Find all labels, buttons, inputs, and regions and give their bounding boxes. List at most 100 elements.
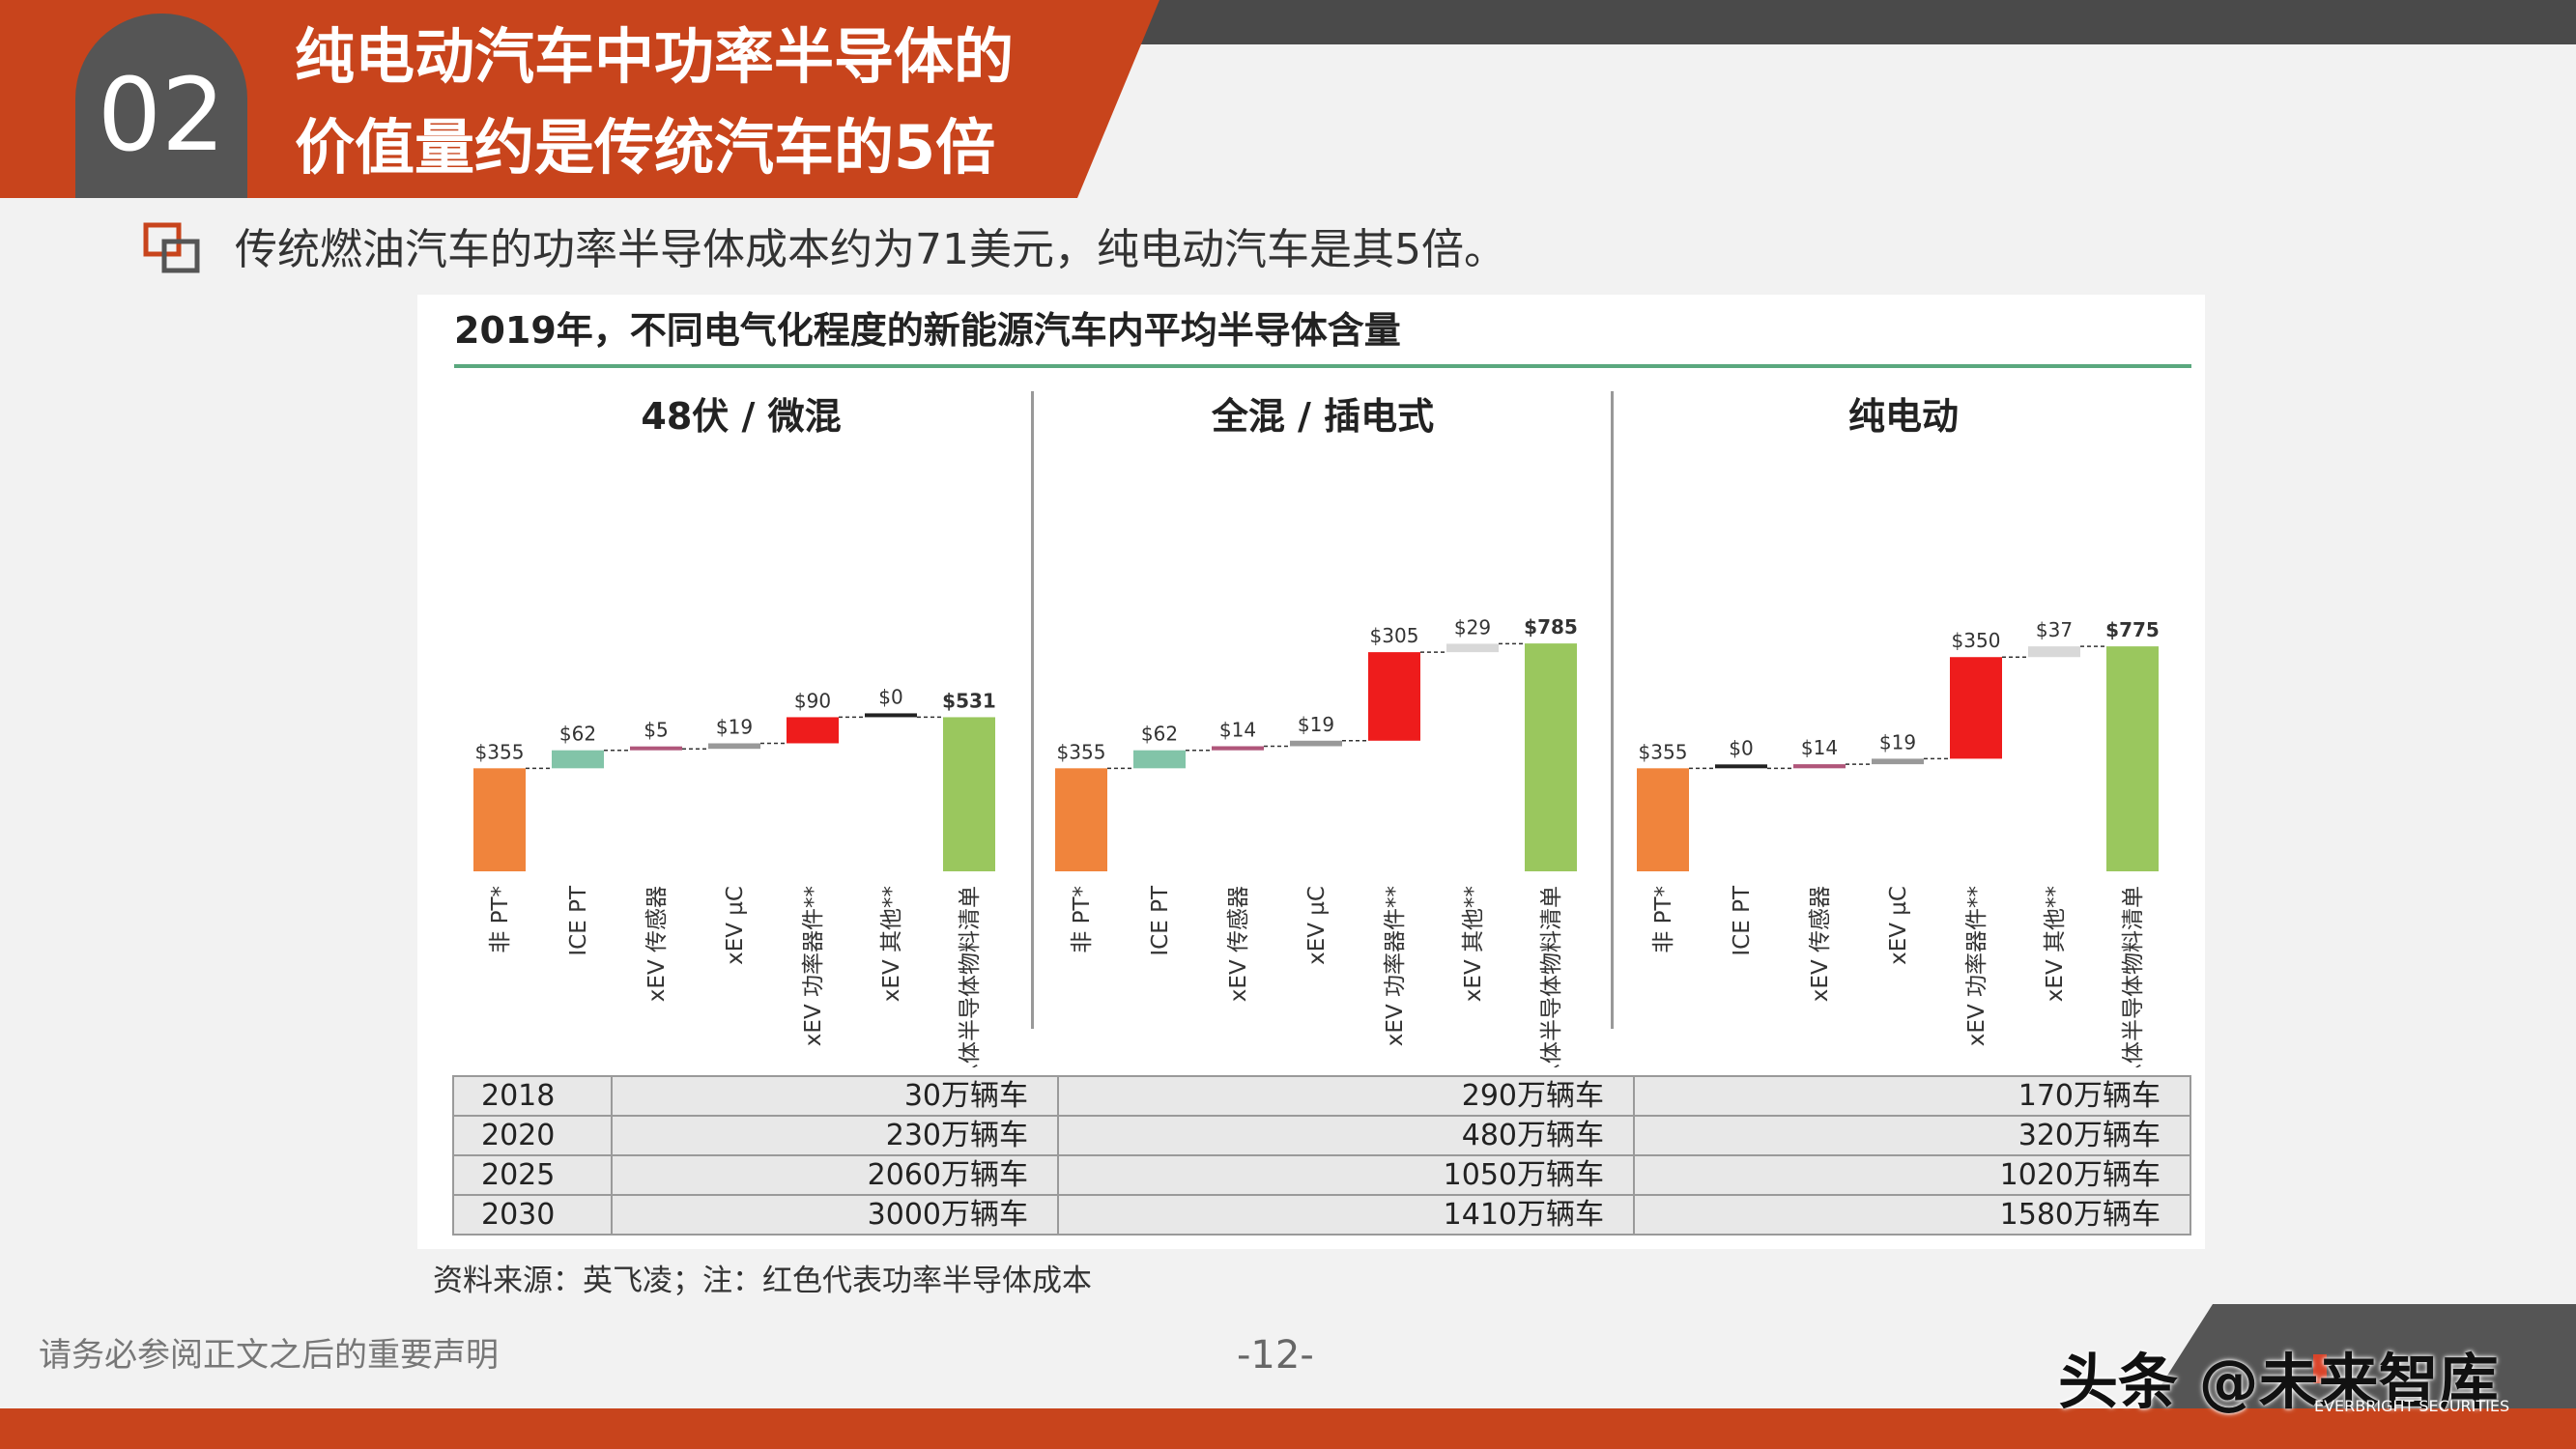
x-tick-label: xEV 其他** [879,886,904,1002]
table-value-cell: 1020万辆车 [1633,1154,2191,1196]
bar-value-label: $775 [2105,618,2160,641]
waterfall-bar [865,713,917,718]
disclaimer-text: 请务必参阅正文之后的重要声明 [39,1336,499,1375]
table-row: 2020 230万辆车 480万辆车 320万辆车 [452,1115,2191,1156]
x-tick-label: xEV µC [1886,886,1911,965]
table-value-cell: 1580万辆车 [1633,1194,2191,1236]
figure-divider [454,364,2191,368]
panel-separator [1031,391,1034,1029]
bar-value-label: $14 [1219,718,1256,741]
slide-title-line2: 价值量约是传统汽车的5倍 [295,112,996,183]
bullet-square-icon [143,222,200,273]
chart-title-bev: 纯电动 [1847,395,1960,438]
waterfall-charts: $355 非 PT* $62 ICE PT $5 xEV 传感器 $19 xEV µC $90 x… [473,615,2160,1067]
table-year-cell: 2025 [452,1154,613,1196]
panel-separator [1611,391,1614,1029]
brand-logo-icon [2313,1354,2327,1383]
waterfall-bar [473,768,526,871]
waterfall-bar [943,717,995,871]
waterfall-bar [630,746,682,751]
table-value-cell: 1050万辆车 [1057,1154,1635,1196]
bar-value-label: $0 [1729,736,1753,759]
table-year-cell: 2030 [452,1194,613,1236]
x-tick-label: 非 PT* [488,886,513,953]
x-tick-label: 总体半导体物料清单 [2121,886,2146,1067]
bar-value-label: $90 [794,689,831,712]
table-value-cell: 230万辆车 [611,1115,1059,1156]
waterfall-bar [1872,758,1924,765]
bar-value-label: $5 [644,719,668,742]
page-number: -12- [1237,1333,1314,1378]
waterfall-bar [2028,646,2080,658]
bar-value-label: $62 [1141,723,1178,746]
waterfall-bar [1055,768,1107,871]
figure-title: 2019年，不同电气化程度的新能源汽车内平均半导体含量 [454,309,1401,352]
waterfall-bar [787,717,839,744]
bar-value-label: $531 [942,689,996,712]
x-tick-label: xEV 传感器 [1226,886,1251,1002]
x-tick-label: 非 PT* [1651,886,1676,953]
watermark-text: 头条 @未来智库 [2058,1347,2499,1417]
x-tick-label: xEV 功率器件** [1964,886,1989,1046]
chart-title-phev: 全混 / 插电式 [1211,395,1435,438]
bar-value-label: $785 [1524,615,1578,639]
waterfall-bar [1446,643,1499,653]
x-tick-label: xEV µC [1304,886,1330,965]
bar-value-label: $355 [475,740,525,763]
waterfall-bar [1950,657,2002,759]
slide-title-line1: 纯电动汽车中功率半导体的 [295,21,1015,92]
bar-value-label: $37 [2036,618,2073,641]
bar-value-label: $355 [1639,740,1688,763]
table-value-cell: 320万辆车 [1633,1115,2191,1156]
x-tick-label: 非 PT* [1070,886,1095,953]
waterfall-bar [1368,652,1420,741]
bar-value-label: $305 [1370,624,1419,647]
volume-table: 2018 30万辆车 290万辆车 170万辆车 2020 230万辆车 480万辆车 320… [452,1075,2191,1236]
slide-title: 纯电动汽车中功率半导体的 价值量约是传统汽车的5倍 [295,12,1014,193]
waterfall-bar [1637,768,1689,871]
table-year-cell: 2018 [452,1075,613,1117]
chart-title-mild: 48伏 / 微混 [641,395,842,438]
bar-value-label: $350 [1952,629,2001,652]
bottom-bar [0,1408,2576,1449]
waterfall-bar [1290,740,1342,747]
waterfall-bar [1133,750,1186,769]
table-value-cell: 170万辆车 [1633,1075,2191,1117]
x-tick-label: ICE PT [566,885,591,956]
table-row: 2025 2060万辆车 1050万辆车 1020万辆车 [452,1154,2191,1196]
bar-value-label: $19 [1879,730,1916,753]
waterfall-bar [2106,646,2159,871]
table-row: 2018 30万辆车 290万辆车 170万辆车 [452,1075,2191,1117]
x-tick-label: xEV 其他** [2043,886,2068,1002]
waterfall-bar [1525,643,1577,871]
table-value-cell: 30万辆车 [611,1075,1059,1117]
x-tick-label: xEV 传感器 [644,886,670,1002]
bar-value-label: $0 [878,685,902,708]
bar-value-label: $14 [1801,736,1838,759]
table-value-cell: 1410万辆车 [1057,1194,1635,1236]
figure-panel: 2019年，不同电气化程度的新能源汽车内平均半导体含量 48伏 / 微混 全混 … [417,295,2205,1249]
waterfall-bar [1212,746,1264,751]
x-tick-label: xEV 传感器 [1808,886,1833,1002]
bar-value-label: $29 [1454,615,1491,639]
brand-subtitle: EVERBRIGHT SECURITIES [2314,1397,2510,1415]
x-tick-label: xEV 功率器件** [801,886,826,1046]
x-tick-label: ICE PT [1148,885,1173,956]
x-tick-label: xEV µC [723,886,748,965]
table-value-cell: 290万辆车 [1057,1075,1635,1117]
bar-value-label: $62 [559,723,596,746]
table-value-cell: 2060万辆车 [611,1154,1059,1196]
table-value-cell: 480万辆车 [1057,1115,1635,1156]
x-tick-label: xEV 功率器件** [1383,886,1408,1046]
source-note: 资料来源：英飞凌；注：红色代表功率半导体成本 [433,1264,1092,1298]
x-tick-label: xEV 其他** [1461,886,1486,1002]
waterfall-bar [708,743,760,750]
x-tick-label: ICE PT [1730,885,1755,956]
bar-value-label: $19 [716,715,753,738]
footer-corner [2145,1304,2576,1410]
table-value-cell: 3000万辆车 [611,1194,1059,1236]
waterfall-bar [1715,764,1767,769]
table-row: 2030 3000万辆车 1410万辆车 1580万辆车 [452,1194,2191,1236]
table-year-cell: 2020 [452,1115,613,1156]
x-tick-label: 总体半导体物料清单 [1539,886,1564,1067]
